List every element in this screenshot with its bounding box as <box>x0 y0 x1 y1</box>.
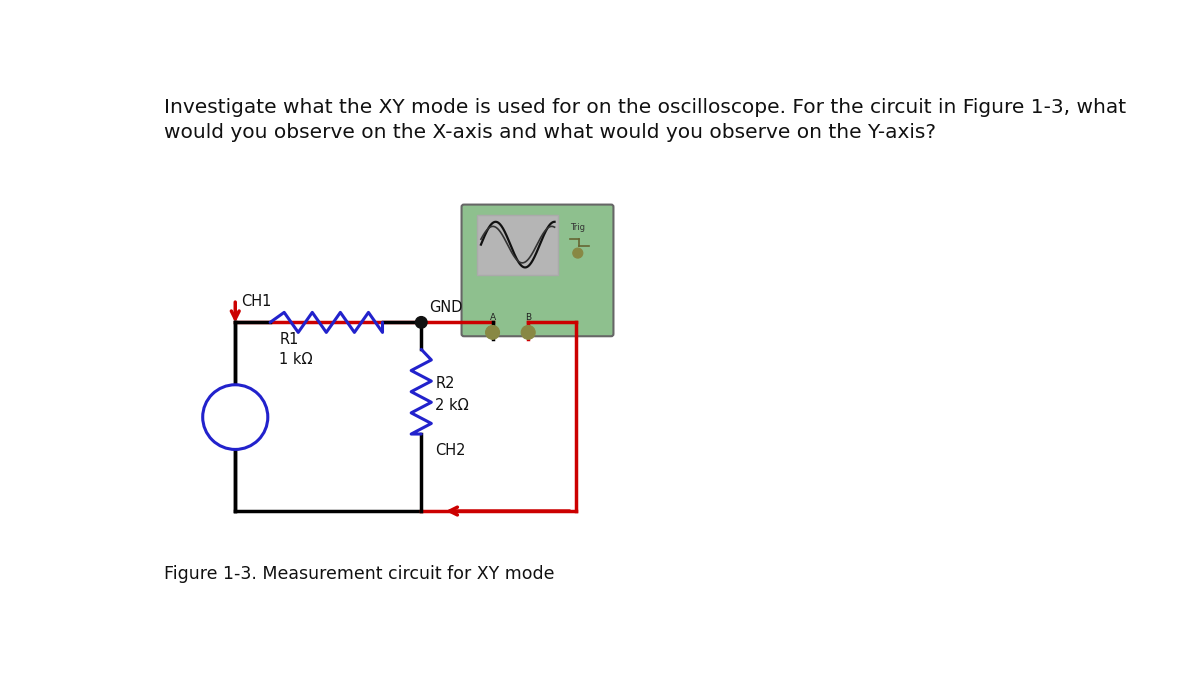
Text: B: B <box>526 314 532 323</box>
Text: CH1: CH1 <box>241 294 272 308</box>
Text: ~: ~ <box>226 404 245 428</box>
Text: 1 kΩ: 1 kΩ <box>280 352 313 367</box>
Text: CH2: CH2 <box>436 444 466 459</box>
Text: R1: R1 <box>280 332 299 347</box>
Text: R2: R2 <box>436 377 455 392</box>
FancyBboxPatch shape <box>462 205 613 337</box>
Circle shape <box>572 248 583 258</box>
Text: 2 kΩ: 2 kΩ <box>436 398 469 413</box>
Text: Investigate what the XY mode is used for on the oscilloscope. For the circuit in: Investigate what the XY mode is used for… <box>164 97 1126 142</box>
Circle shape <box>486 325 499 339</box>
Circle shape <box>521 325 535 339</box>
Text: GND: GND <box>430 300 462 314</box>
Text: A: A <box>490 314 496 323</box>
Bar <box>478 215 558 274</box>
Circle shape <box>203 385 268 449</box>
Text: Figure 1-3. Measurement circuit for XY mode: Figure 1-3. Measurement circuit for XY m… <box>164 565 554 583</box>
Text: Trig: Trig <box>570 223 586 231</box>
Circle shape <box>415 316 427 328</box>
